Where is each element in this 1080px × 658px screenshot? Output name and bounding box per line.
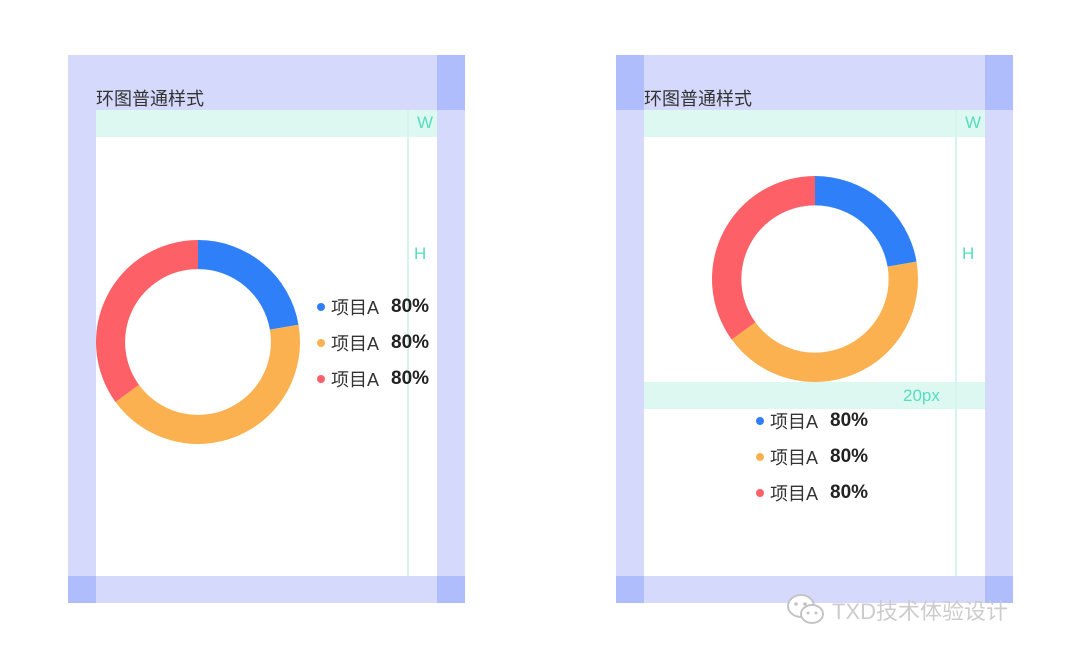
width-label: W (965, 113, 982, 132)
legend-item-1: 项目A 80% (317, 289, 429, 325)
donut-segment-1 (815, 176, 917, 267)
legend-label: 项目A (770, 412, 819, 432)
chart-card-legend-bottom: 环图普通样式 W H 20px 项目A 80% 项目A 80% 项目A 80% (616, 55, 1013, 603)
padding-bottom (616, 576, 1013, 603)
donut-segment-2 (731, 261, 918, 382)
legend-label: 项目A (331, 298, 380, 318)
padding-bottom (68, 576, 465, 603)
legend-item-1: 项目A 80% (756, 403, 868, 439)
height-guide (955, 110, 957, 576)
donut-segment-2 (115, 324, 300, 444)
corner-top-right (985, 55, 1013, 110)
chart-card-legend-right: 环图普通样式 W H 项目A 80% 项目A 80% 项目A 80% (68, 55, 465, 603)
donut-chart (95, 240, 300, 444)
padding-right (437, 55, 465, 603)
donut-segment-1 (198, 240, 299, 330)
legend-label: 项目A (331, 370, 380, 390)
legend-value: 80% (830, 410, 869, 431)
corner-top-right (437, 55, 465, 110)
legend-value: 80% (391, 296, 430, 317)
wechat-icon (787, 594, 824, 624)
padding-top (68, 55, 465, 110)
chart-legend: 项目A 80% 项目A 80% 项目A 80% (317, 289, 429, 397)
chart-legend: 项目A 80% 项目A 80% 项目A 80% (756, 403, 868, 511)
card-title: 环图普通样式 (644, 89, 752, 109)
corner-bottom-right (437, 576, 465, 603)
legend-label: 项目A (331, 334, 380, 354)
legend-item-3: 项目A 80% (756, 475, 868, 511)
watermark: TXD技术体验设计 (786, 593, 1008, 627)
legend-value: 80% (391, 332, 430, 353)
corner-bottom-left (68, 576, 96, 603)
corner-bottom-right (985, 576, 1013, 603)
legend-dot (756, 489, 764, 497)
legend-item-2: 项目A 80% (317, 325, 429, 361)
legend-dot (756, 453, 764, 461)
corner-top-left (616, 55, 644, 110)
padding-top (616, 55, 1013, 110)
padding-left (616, 55, 644, 603)
legend-dot (756, 417, 764, 425)
height-guide (407, 110, 409, 576)
legend-value: 80% (830, 446, 869, 467)
corner-bottom-left (616, 576, 644, 603)
height-label: H (414, 244, 427, 263)
width-guide (96, 110, 437, 137)
width-label: W (417, 113, 434, 132)
legend-value: 80% (830, 482, 869, 503)
legend-item-3: 项目A 80% (317, 361, 429, 397)
gap-label: 20px (903, 386, 940, 405)
legend-item-2: 项目A 80% (756, 439, 868, 475)
legend-dot (317, 303, 325, 311)
padding-right (985, 55, 1013, 603)
legend-label: 项目A (770, 448, 819, 468)
legend-value: 80% (391, 368, 430, 389)
gap-guide (644, 382, 985, 409)
padding-left (68, 55, 96, 603)
legend-label: 项目A (770, 484, 819, 504)
width-guide (644, 110, 985, 137)
donut-chart (712, 176, 918, 382)
legend-dot (317, 339, 325, 347)
legend-dot (317, 375, 325, 383)
donut-segment-3 (712, 176, 815, 340)
watermark-text: TXD技术体验设计 (832, 599, 1009, 624)
donut-segment-3 (95, 240, 198, 402)
card-title: 环图普通样式 (96, 89, 204, 109)
height-label: H (962, 244, 975, 263)
